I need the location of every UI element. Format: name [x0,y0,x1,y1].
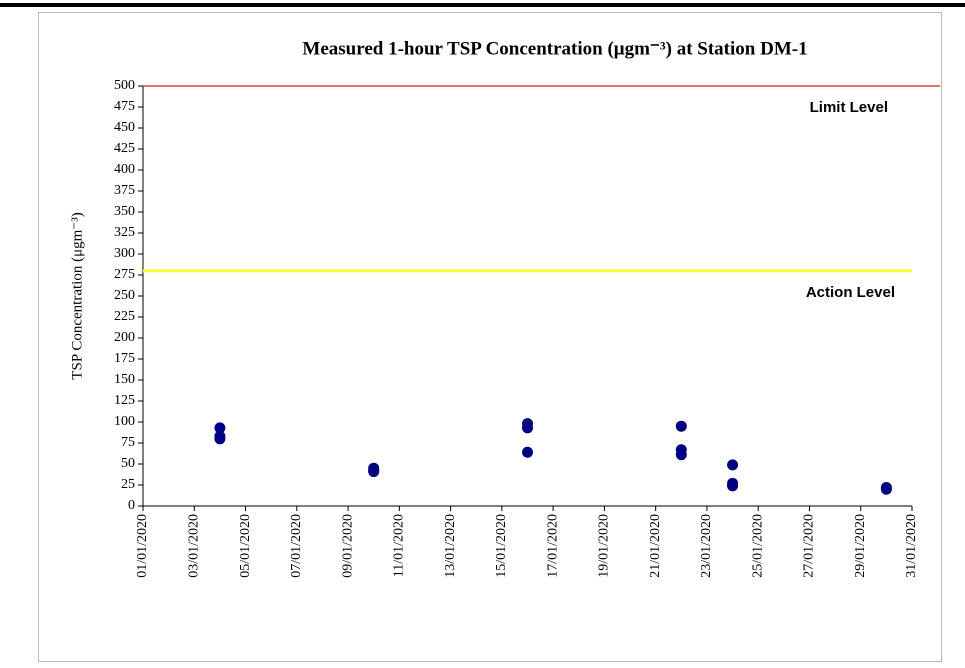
data-point [214,433,226,445]
data-point [214,422,226,434]
y-tick-label: 50 [121,456,135,471]
data-point [727,459,739,471]
y-tick-label: 200 [114,330,135,345]
y-tick-label: 150 [114,372,135,387]
y-tick-label: 350 [114,204,135,219]
y-tick-label: 375 [114,183,135,198]
y-tick-label: 325 [114,225,135,240]
x-tick-label: 11/01/2020 [392,514,407,577]
x-tick-label: 27/01/2020 [802,514,817,578]
y-tick-label: 225 [114,309,135,324]
y-tick-label: 100 [114,414,135,429]
y-axis-label: TSP Concentration (μgm⁻³) [69,212,85,379]
y-tick-label: 300 [114,246,135,261]
x-tick-label: 09/01/2020 [340,514,355,578]
reference-label: Limit Level [810,99,888,116]
x-tick-label: 13/01/2020 [443,514,458,578]
y-tick-label: 125 [114,393,135,408]
x-tick-label: 01/01/2020 [135,514,150,578]
x-tick-label: 15/01/2020 [494,514,509,578]
data-point [522,446,533,458]
data-point [368,466,380,478]
y-tick-label: 0 [128,498,135,513]
chart-title: Measured 1-hour TSP Concentration (μgm⁻³… [302,38,807,59]
y-tick-label: 425 [114,141,135,156]
data-point [675,449,687,461]
x-tick-label: 19/01/2020 [597,514,612,578]
x-tick-label: 17/01/2020 [545,514,560,578]
y-tick-label: 75 [121,435,135,450]
y-tick-label: 25 [121,477,135,492]
x-tick-label: 03/01/2020 [186,514,201,578]
data-point [727,480,739,492]
data-point [675,420,687,432]
y-tick-label: 175 [114,351,135,366]
y-tick-label: 250 [114,288,135,303]
top-rule [0,3,965,7]
x-tick-label: 05/01/2020 [238,514,253,578]
x-tick-label: 21/01/2020 [648,514,663,578]
y-tick-label: 500 [114,78,135,93]
x-tick-label: 07/01/2020 [289,514,304,578]
x-tick-label: 31/01/2020 [904,514,919,578]
y-tick-label: 400 [114,162,135,177]
data-point [522,422,533,434]
y-tick-label: 475 [114,99,135,114]
y-tick-label: 450 [114,120,135,135]
x-tick-label: 23/01/2020 [699,514,714,578]
reference-label: Action Level [806,284,895,301]
chart-frame [38,12,942,662]
x-tick-label: 25/01/2020 [750,514,765,578]
y-tick-label: 275 [114,267,135,282]
data-point [880,483,892,495]
x-tick-label: 29/01/2020 [853,514,868,578]
